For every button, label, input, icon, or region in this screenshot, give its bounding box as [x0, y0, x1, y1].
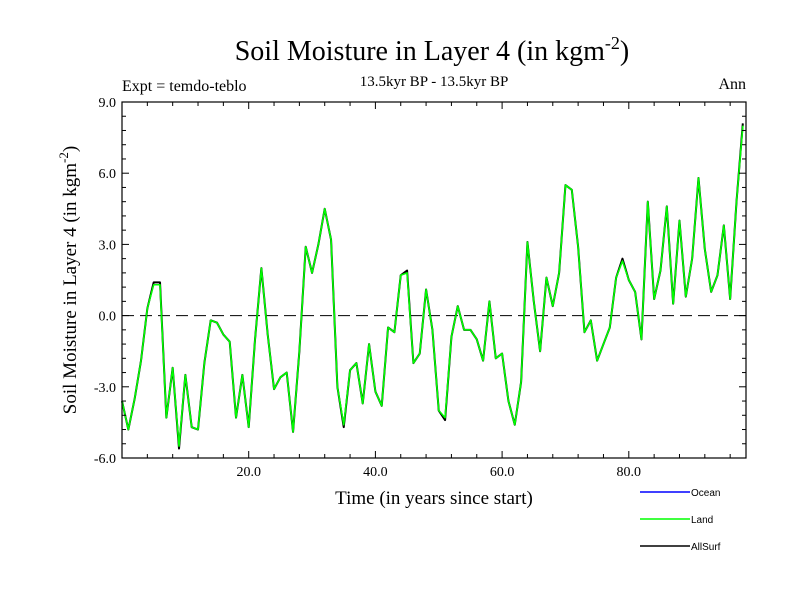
y-axis-label-close: ) — [60, 146, 81, 152]
chart-subtitle: 13.5kyr BP - 13.5kyr BP — [360, 74, 509, 90]
x-tick-label: 60.0 — [490, 465, 515, 480]
y-tick-label: 3.0 — [99, 238, 117, 253]
chart-title-superscript: -2 — [605, 33, 620, 53]
chart-title-main: Soil Moisture in Layer 4 (in kgm — [235, 36, 605, 67]
y-tick-label: 0.0 — [99, 310, 117, 325]
legend: Ocean Land AllSurf — [640, 488, 721, 553]
y-tick-label: -6.0 — [94, 452, 116, 467]
series-line-allsurf — [121, 123, 744, 450]
legend-label-ocean: Ocean — [691, 488, 720, 499]
x-tick-label: 80.0 — [617, 465, 642, 480]
series-line-land — [121, 125, 744, 447]
x-axis-label: Time (in years since start) — [335, 488, 533, 509]
y-tick-label: 9.0 — [99, 96, 117, 111]
series-layer — [121, 123, 744, 450]
legend-label-land: Land — [691, 515, 713, 526]
experiment-label: Expt = temdo-teblo — [122, 78, 247, 95]
y-axis-label: Soil Moisture in Layer 4 (in kgm-2) — [56, 146, 81, 414]
season-label: Ann — [718, 76, 746, 93]
x-tick-label: 20.0 — [236, 465, 261, 480]
y-axis-label-main: Soil Moisture in Layer 4 (in kgm — [60, 163, 81, 414]
y-tick-label: 6.0 — [99, 167, 117, 182]
x-tick-label: 40.0 — [363, 465, 388, 480]
chart-title-close: ) — [620, 36, 629, 67]
ticks-layer: 20.0 40.0 60.0 80.0 -6.0 -3.0 0.0 3.0 6.0 9.0 — [94, 96, 746, 480]
legend-label-allsurf: AllSurf — [691, 542, 721, 553]
plot-frame — [121, 101, 747, 459]
chart-title: Soil Moisture in Layer 4 (in kgm-2) — [235, 33, 630, 67]
y-tick-label: -3.0 — [94, 381, 116, 396]
y-axis-label-superscript: -2 — [56, 152, 71, 163]
